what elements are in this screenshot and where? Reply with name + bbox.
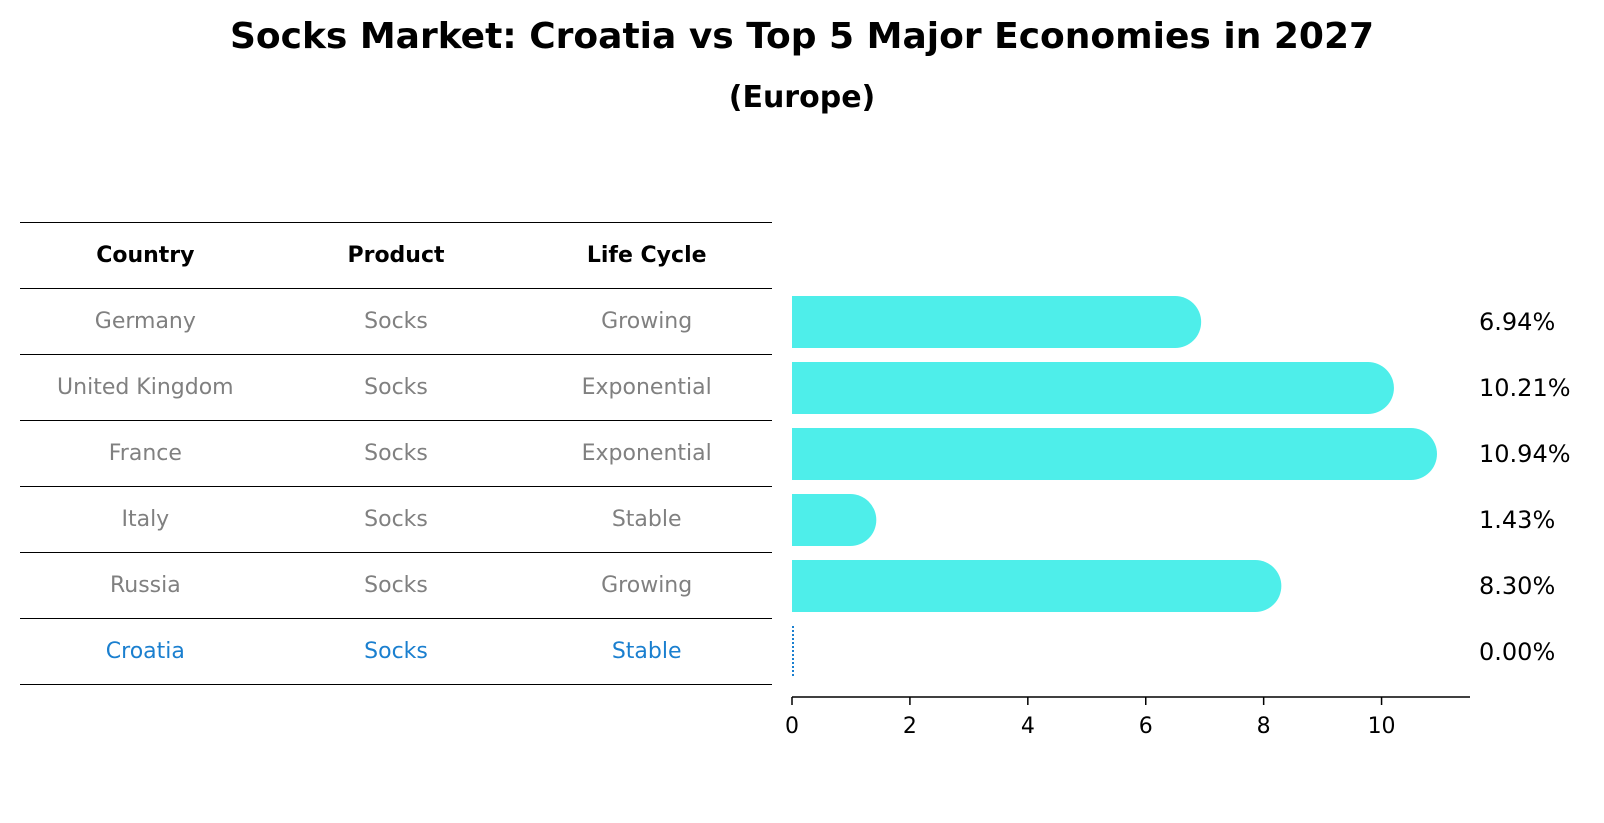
cell-product: Socks — [364, 639, 428, 664]
data-label: 1.43% — [1479, 506, 1555, 534]
x-tick-label: 4 — [1021, 714, 1035, 739]
cell-life-cycle: Exponential — [581, 441, 712, 466]
x-tick-label: 10 — [1368, 714, 1396, 739]
chart-subtitle: (Europe) — [728, 80, 876, 115]
cell-life-cycle: Exponential — [581, 375, 712, 400]
data-label: 10.94% — [1479, 440, 1571, 468]
cell-life-cycle: Growing — [601, 309, 693, 334]
x-tick-label: 2 — [903, 714, 917, 739]
table-row: Italy Socks Stable — [20, 486, 772, 552]
x-tick-label: 6 — [1139, 714, 1153, 739]
cell-country: France — [108, 441, 182, 466]
data-label: 8.30% — [1479, 572, 1555, 600]
bar — [792, 362, 1394, 414]
table-row-highlight: Croatia Socks Stable — [20, 618, 772, 685]
x-tick-label: 8 — [1257, 714, 1271, 739]
cell-product: Socks — [364, 375, 428, 400]
header-product: Product — [347, 243, 445, 268]
bar — [792, 296, 1202, 348]
cell-life-cycle: Growing — [601, 573, 693, 598]
cell-life-cycle: Stable — [611, 507, 682, 532]
bar — [792, 494, 877, 546]
cell-product: Socks — [364, 507, 428, 532]
bar — [792, 560, 1282, 612]
cell-product: Socks — [364, 441, 428, 466]
table-row: Germany Socks Growing — [20, 288, 772, 354]
chart-title: Socks Market: Croatia vs Top 5 Major Eco… — [229, 16, 1375, 57]
table-row: Russia Socks Growing — [20, 552, 772, 618]
bar — [792, 428, 1437, 480]
header-country: Country — [96, 243, 195, 268]
table-row: United Kingdom Socks Exponential — [20, 354, 772, 420]
data-label: 6.94% — [1479, 308, 1555, 336]
data-label: 0.00% — [1479, 638, 1555, 666]
cell-country: Italy — [121, 507, 170, 532]
x-tick-label: 0 — [785, 714, 799, 739]
data-label: 10.21% — [1479, 374, 1571, 402]
cell-product: Socks — [364, 309, 428, 334]
cell-product: Socks — [364, 573, 428, 598]
cell-life-cycle: Stable — [611, 639, 682, 664]
market-table: Country Product Life Cycle Germany Socks… — [20, 222, 772, 685]
table-row: France Socks Exponential — [20, 420, 772, 486]
cell-country: Germany — [94, 309, 196, 334]
cell-country: Croatia — [105, 639, 185, 664]
cell-country: United Kingdom — [57, 375, 234, 400]
header-life-cycle: Life Cycle — [586, 243, 707, 268]
cell-country: Russia — [109, 573, 181, 598]
table-header-row: Country Product Life Cycle — [20, 222, 772, 288]
